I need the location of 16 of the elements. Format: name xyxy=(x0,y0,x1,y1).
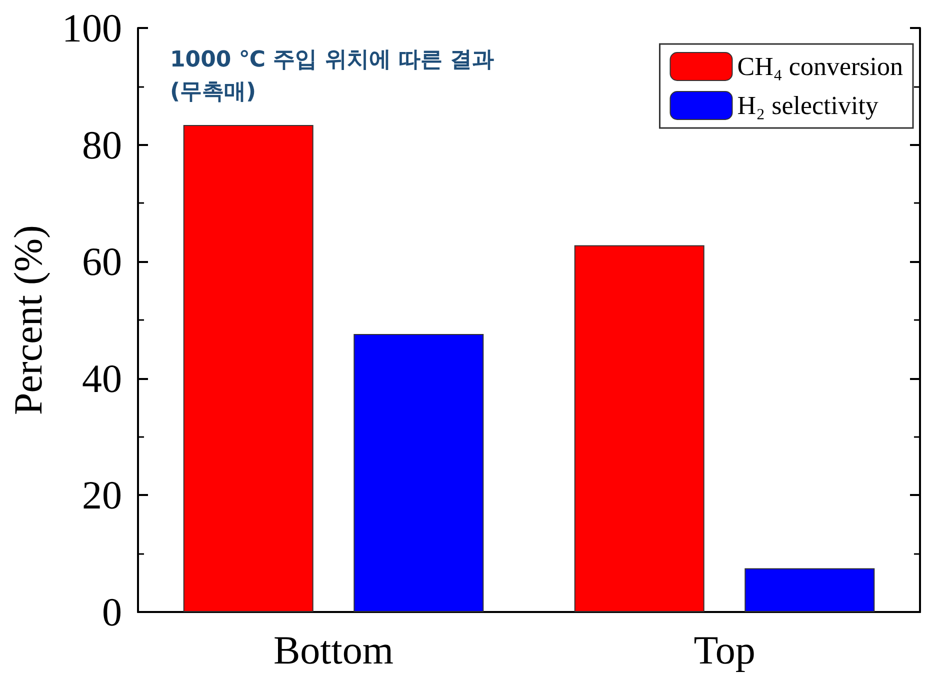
bar xyxy=(183,124,314,612)
y-tick-label: 100 xyxy=(62,6,122,50)
y-tick-label: 20 xyxy=(82,472,122,518)
legend-label: H₂ selectivity xyxy=(737,91,878,120)
x-tick-label: Top xyxy=(694,628,756,672)
bar xyxy=(744,568,875,612)
y-tick-label: 60 xyxy=(82,239,122,284)
legend-label: CH₄ conversion xyxy=(737,52,904,81)
y-tick-label: 40 xyxy=(82,356,122,401)
annotation: 1000 ℃ 주입 위치에 따른 결과 (무촉매) xyxy=(170,48,494,104)
bar xyxy=(354,334,484,612)
y-tick-label: 80 xyxy=(82,122,122,168)
bar xyxy=(574,245,704,612)
y-tick-label: 0 xyxy=(102,590,122,634)
x-tick-label: Bottom xyxy=(273,628,394,672)
y-axis-title: Percent (%) xyxy=(6,225,50,415)
